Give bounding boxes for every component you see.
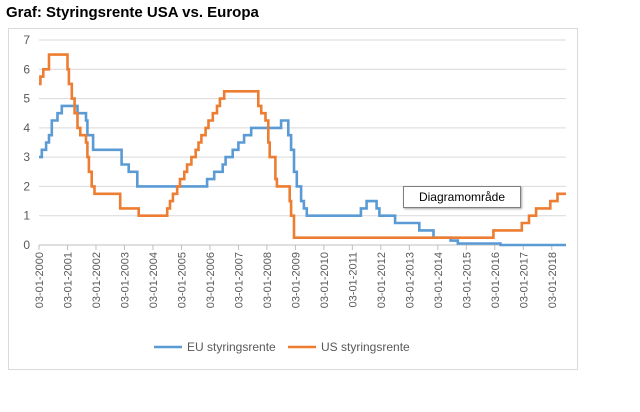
- x-tick-label: 03-01-2002: [91, 252, 103, 308]
- x-tick-label: 03-01-2003: [119, 252, 131, 308]
- x-tick-label: 03-01-2014: [433, 252, 445, 308]
- x-tick-label: 03-01-2010: [319, 252, 331, 308]
- y-tick-label: 6: [23, 62, 30, 76]
- series-line-us: [39, 53, 566, 239]
- x-tick-label: 03-01-2004: [148, 252, 160, 308]
- x-tick-label: 03-01-2012: [376, 252, 388, 308]
- legend-label: EU styringsrente: [187, 340, 276, 354]
- x-tick-label: 03-01-2011: [347, 252, 359, 307]
- y-tick-label: 3: [23, 150, 30, 164]
- chart-area-tooltip: Diagramområde: [403, 186, 521, 208]
- y-tick-label: 2: [23, 179, 30, 193]
- x-tick-label: 03-01-2005: [176, 252, 188, 308]
- x-tick-label: 03-01-2009: [290, 252, 302, 308]
- x-tick-label: 03-01-2001: [62, 252, 74, 308]
- x-tick-label: 03-01-2013: [404, 252, 416, 308]
- y-tick-label: 1: [23, 209, 30, 223]
- x-tick-label: 03-01-2000: [34, 252, 46, 308]
- x-tick-label: 03-01-2006: [205, 252, 217, 308]
- y-tick-label: 0: [23, 238, 30, 252]
- legend-label: US styringsrente: [321, 340, 410, 354]
- x-tick-label: 03-01-2017: [518, 252, 530, 308]
- y-tick-label: 4: [23, 121, 30, 135]
- series-line-eu: [39, 104, 566, 247]
- x-tick-label: 03-01-2008: [262, 252, 274, 308]
- y-tick-label: 5: [23, 92, 30, 106]
- page-title: Graf: Styringsrente USA vs. Europa: [6, 4, 259, 21]
- x-tick-label: 03-01-2016: [490, 252, 502, 308]
- x-tick-label: 03-01-2007: [233, 252, 245, 308]
- y-tick-label: 7: [23, 33, 30, 47]
- x-tick-label: 03-01-2018: [547, 252, 559, 308]
- x-tick-label: 03-01-2015: [461, 252, 473, 308]
